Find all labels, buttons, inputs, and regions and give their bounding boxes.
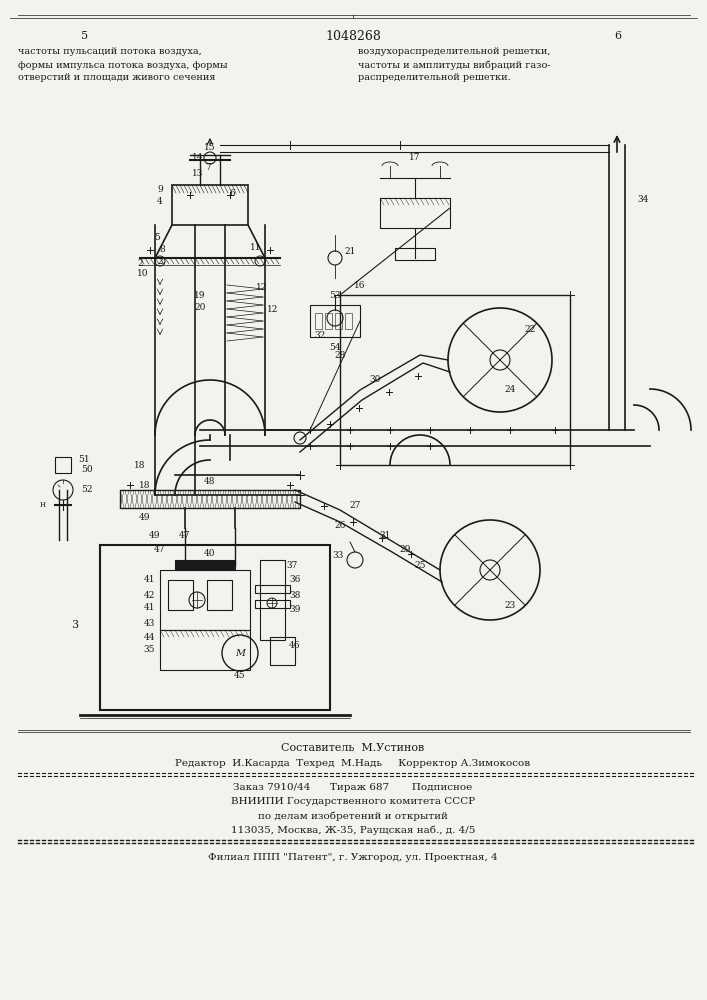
Bar: [175, 560, 235, 570]
Text: 36: 36: [289, 576, 300, 584]
Text: 5: 5: [81, 31, 88, 41]
Text: 25: 25: [414, 560, 426, 570]
Text: 41: 41: [144, 576, 155, 584]
Text: 23: 23: [504, 600, 515, 609]
Text: H: H: [40, 501, 46, 509]
Text: 46: 46: [289, 641, 300, 650]
Text: Редактор  И.Касарда  Техред  М.Надь     Корректор А.Зимокосов: Редактор И.Касарда Техред М.Надь Коррект…: [175, 758, 530, 768]
Text: 19: 19: [194, 290, 206, 300]
Text: 13: 13: [192, 168, 204, 178]
Text: 54: 54: [329, 342, 341, 352]
Text: 41: 41: [144, 602, 155, 611]
Bar: [172, 185, 248, 225]
Text: по делам изобретений и открытий: по делам изобретений и открытий: [258, 811, 448, 821]
Bar: [395, 248, 435, 260]
Text: 9: 9: [157, 184, 163, 194]
Text: 29: 29: [399, 546, 411, 554]
Text: 33: 33: [332, 550, 344, 560]
Bar: [340, 295, 570, 465]
Bar: [260, 560, 285, 640]
Text: 50: 50: [81, 466, 93, 475]
Bar: [100, 545, 330, 710]
Text: 47: 47: [180, 530, 191, 540]
Text: 42: 42: [144, 590, 155, 599]
Text: 2: 2: [137, 258, 143, 267]
Text: 34: 34: [637, 196, 649, 205]
Bar: [315, 313, 322, 329]
Text: Филиал ППП "Патент", г. Ужгород, ул. Проектная, 4: Филиал ППП "Патент", г. Ужгород, ул. Про…: [208, 854, 498, 862]
Text: 51: 51: [78, 454, 90, 464]
Text: 15: 15: [204, 143, 216, 152]
Text: 48: 48: [204, 478, 216, 487]
Text: 12: 12: [256, 284, 267, 292]
Text: 6: 6: [229, 188, 235, 198]
Text: 53: 53: [329, 290, 341, 300]
Bar: [335, 313, 342, 329]
Bar: [207, 580, 232, 610]
Text: частоты и амплитуды вибраций газо-: частоты и амплитуды вибраций газо-: [358, 60, 551, 70]
Text: 18: 18: [134, 460, 145, 470]
Text: формы импульса потока воздуха, формы: формы импульса потока воздуха, формы: [18, 60, 228, 70]
Bar: [255, 585, 290, 593]
Text: 49: 49: [149, 530, 160, 540]
Text: воздухораспределительной решетки,: воздухораспределительной решетки,: [358, 47, 551, 56]
Text: 47: 47: [154, 546, 165, 554]
Text: 113035, Москва, Ж-35, Раущская наб., д. 4/5: 113035, Москва, Ж-35, Раущская наб., д. …: [230, 825, 475, 835]
Bar: [120, 490, 300, 508]
Text: 7: 7: [205, 162, 211, 172]
Bar: [380, 198, 450, 228]
Text: 3: 3: [71, 620, 78, 630]
Text: 44: 44: [144, 634, 155, 643]
Text: 40: 40: [204, 548, 216, 558]
Bar: [55, 457, 71, 473]
Text: 22: 22: [525, 326, 536, 334]
Bar: [325, 313, 332, 329]
Text: 5: 5: [154, 233, 160, 242]
Bar: [168, 580, 193, 610]
Text: частоты пульсаций потока воздуха,: частоты пульсаций потока воздуха,: [18, 47, 201, 56]
Bar: [270, 637, 295, 665]
Text: 4: 4: [157, 196, 163, 206]
Bar: [160, 630, 250, 670]
Text: 45: 45: [234, 670, 246, 680]
Text: 39: 39: [289, 605, 300, 614]
Text: 52: 52: [81, 486, 93, 494]
Text: 8: 8: [159, 245, 165, 254]
Text: отверстий и площади живого сечения: отверстий и площади живого сечения: [18, 74, 216, 83]
Text: 14: 14: [192, 153, 204, 162]
Text: 20: 20: [194, 304, 206, 312]
Text: 49: 49: [139, 514, 151, 522]
Text: Заказ 7910/44      Тираж 687       Подписное: Заказ 7910/44 Тираж 687 Подписное: [233, 784, 472, 792]
Text: 1048268: 1048268: [325, 29, 381, 42]
Text: 32: 32: [315, 330, 326, 340]
Text: 31: 31: [380, 530, 391, 540]
Text: 28: 28: [334, 351, 346, 360]
Text: 18: 18: [139, 481, 151, 489]
Text: 10: 10: [137, 269, 148, 278]
Text: 30: 30: [369, 375, 380, 384]
Bar: [345, 313, 352, 329]
Text: 24: 24: [504, 385, 515, 394]
Text: ВНИИПИ Государственного комитета СССР: ВНИИПИ Государственного комитета СССР: [231, 798, 475, 806]
Text: 6: 6: [614, 31, 621, 41]
Text: 12: 12: [267, 306, 279, 314]
Text: распределительной решетки.: распределительной решетки.: [358, 74, 510, 83]
Bar: [310, 305, 360, 337]
Text: 38: 38: [289, 590, 300, 599]
Text: 35: 35: [144, 646, 155, 654]
Text: 27: 27: [349, 500, 361, 510]
Text: 11: 11: [250, 243, 262, 252]
Text: Составитель  М.Устинов: Составитель М.Устинов: [281, 743, 425, 753]
Text: M: M: [235, 648, 245, 658]
Text: 2: 2: [157, 256, 163, 265]
Bar: [160, 570, 250, 630]
Bar: [255, 600, 290, 608]
Text: 26: 26: [334, 520, 346, 530]
Text: 17: 17: [409, 153, 421, 162]
Text: 43: 43: [144, 618, 155, 628]
Text: 16: 16: [354, 280, 366, 290]
Text: 37: 37: [286, 560, 298, 570]
Text: 21: 21: [344, 247, 356, 256]
